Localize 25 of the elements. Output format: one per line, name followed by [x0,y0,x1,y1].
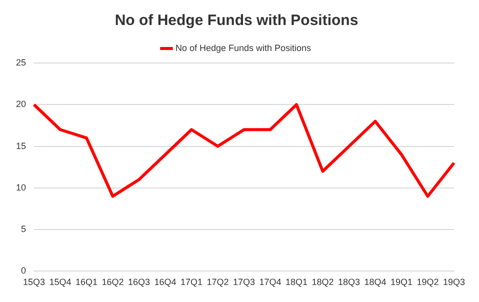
x-tick-label: 16Q1 [75,277,98,288]
x-tick-label: 16Q4 [154,277,176,288]
x-tick-label: 16Q3 [128,277,150,288]
x-tick-label: 15Q3 [22,277,46,288]
chart-title: No of Hedge Funds with Positions [114,12,358,30]
x-tick-label: 17Q2 [206,277,229,288]
x-tick-label: 19Q3 [442,277,466,288]
legend-label: No of Hedge Funds with Positions [175,42,312,53]
x-tick-label: 19Q2 [416,277,439,288]
x-tick-label: 16Q2 [102,277,124,288]
x-tick-label: 18Q4 [364,277,386,288]
x-tick-label: 17Q3 [232,277,256,288]
x-tick-label: 18Q2 [312,277,334,288]
x-tick-label: 18Q1 [285,277,308,288]
y-tick-label: 10 [16,182,26,192]
y-tick-label: 15 [16,140,26,151]
y-tick-label: 25 [16,57,26,68]
x-tick-label: 18Q3 [338,277,360,288]
y-tick-label: 20 [16,99,26,110]
x-tick-label: 19Q1 [390,277,413,288]
x-tick-label: 17Q1 [180,277,203,288]
x-tick-label: 15Q4 [49,277,72,288]
y-tick-label: 5 [20,224,26,234]
y-tick-label: 0 [20,266,26,276]
x-tick-label: 17Q4 [259,277,282,288]
